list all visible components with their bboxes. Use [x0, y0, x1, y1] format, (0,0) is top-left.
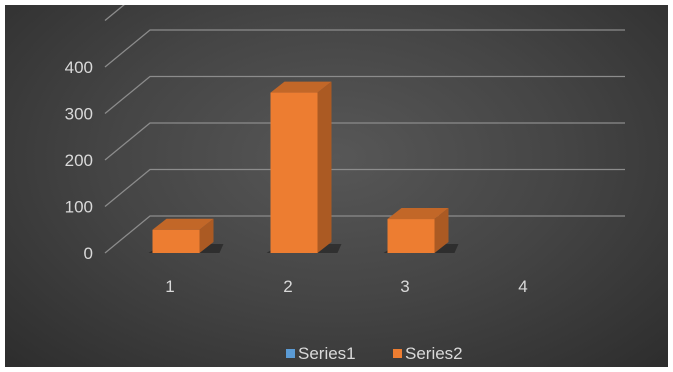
- x-axis: 1 2 3 4: [165, 277, 527, 296]
- gridline: [104, 168, 625, 208]
- bar-series2-3: [383, 208, 459, 253]
- y-axis: 0 100 200 300 400: [65, 58, 93, 263]
- bar-series2-1: [148, 218, 224, 253]
- legend: Series1 Series2: [286, 344, 463, 363]
- legend-label-series2: Series2: [405, 344, 463, 363]
- gridline: [104, 5, 125, 22]
- legend-label-series1: Series1: [298, 344, 356, 363]
- x-tick-label: 2: [283, 277, 292, 296]
- y-tick-label: 100: [65, 198, 93, 217]
- legend-swatch-series1: [286, 349, 295, 358]
- bars: [148, 81, 459, 253]
- x-tick-label: 4: [518, 277, 527, 296]
- gridline: [104, 215, 625, 254]
- x-tick-label: 3: [400, 277, 409, 296]
- chart-area: 0 100 200 300 400 1 2 3 4 Series1 Series2: [5, 5, 668, 367]
- bar-side: [199, 218, 214, 253]
- gridlines: [104, 5, 625, 254]
- bar-series2-2: [266, 81, 342, 253]
- y-tick-label: 200: [65, 151, 93, 170]
- gridline: [104, 75, 625, 115]
- bar-top: [387, 208, 449, 220]
- x-tick-label: 1: [165, 277, 174, 296]
- y-tick-label: 400: [65, 58, 93, 77]
- bar-side: [434, 208, 449, 253]
- bar-front: [387, 219, 435, 253]
- bar-front: [270, 92, 318, 253]
- bar-top: [152, 218, 214, 230]
- legend-swatch-series2: [393, 349, 402, 358]
- bar-side: [317, 81, 332, 253]
- y-tick-label: 0: [84, 244, 93, 263]
- bar-top: [270, 81, 332, 93]
- chart-canvas: 0 100 200 300 400 1 2 3 4 Series1 Series2: [65, 5, 625, 363]
- y-tick-label: 300: [65, 105, 93, 124]
- bar-front: [152, 229, 200, 253]
- gridline: [104, 122, 625, 161]
- gridline: [104, 29, 625, 68]
